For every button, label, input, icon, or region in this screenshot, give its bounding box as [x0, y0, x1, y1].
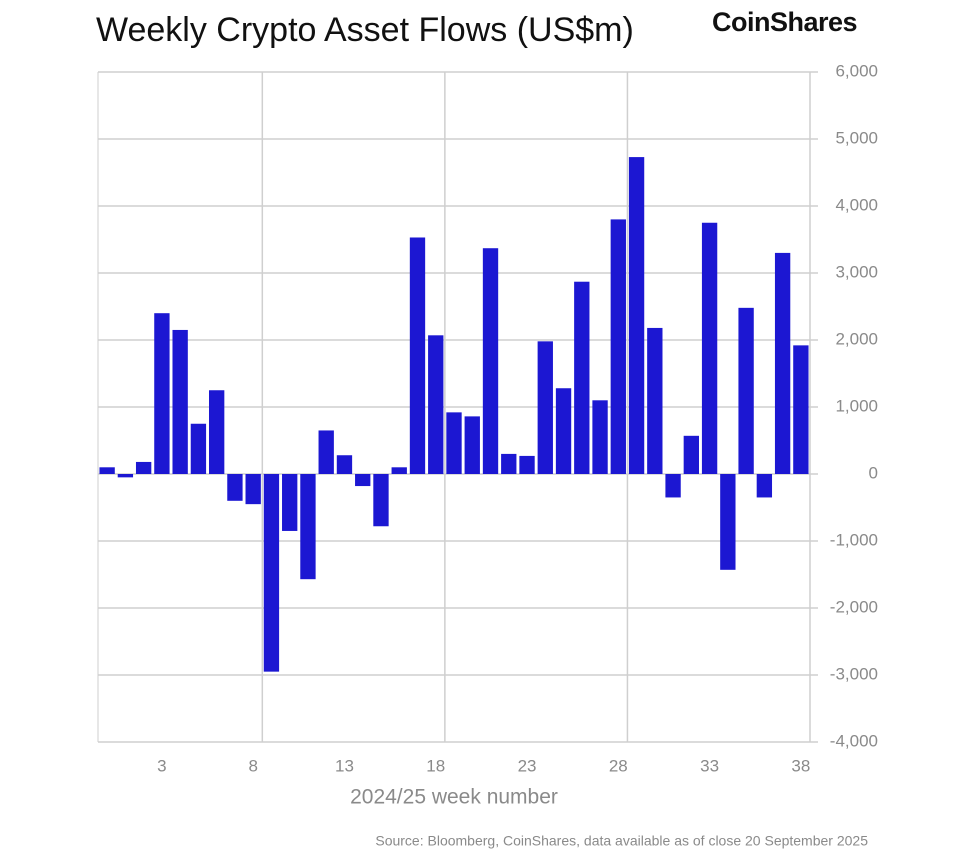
source-note: Source: Bloomberg, CoinShares, data avai… [375, 833, 868, 849]
x-tick-label: 8 [248, 756, 257, 775]
bar [154, 313, 170, 474]
bar [99, 467, 115, 474]
bar [592, 400, 608, 474]
bar [227, 474, 243, 501]
bar [482, 248, 499, 474]
x-tick-label: 23 [518, 756, 537, 775]
x-axis-title: 2024/25 week number [350, 786, 558, 809]
bar [391, 467, 407, 474]
bar [756, 474, 773, 498]
bar [336, 455, 353, 474]
x-tick-label: 33 [700, 756, 719, 775]
bar [282, 474, 298, 531]
bar [793, 345, 809, 474]
bar [409, 237, 426, 474]
bar [208, 390, 225, 474]
bar [446, 412, 462, 474]
brand-logo: CoinShares [712, 7, 857, 37]
x-tick-label: 18 [426, 756, 445, 775]
bar [135, 461, 152, 474]
y-tick-label: -1,000 [830, 530, 878, 549]
bar [647, 327, 663, 474]
y-tick-label: 5,000 [835, 128, 878, 147]
bar [628, 157, 645, 474]
bar [318, 430, 334, 474]
bar [519, 455, 535, 474]
y-tick-label: -2,000 [830, 597, 878, 616]
y-tick-label: 3,000 [835, 262, 878, 281]
bar [373, 474, 389, 527]
chart-title: Weekly Crypto Asset Flows (US$m) [96, 11, 634, 49]
bar [428, 335, 444, 474]
bar [720, 474, 736, 570]
y-tick-label: 1,000 [835, 396, 878, 415]
bar [665, 474, 681, 498]
bar [245, 474, 261, 505]
y-tick-label: 0 [869, 463, 878, 482]
y-tick-label: 6,000 [835, 61, 878, 80]
bar [555, 388, 572, 474]
x-tick-label: 28 [609, 756, 628, 775]
bar [190, 423, 207, 474]
y-tick-label: 4,000 [835, 195, 878, 214]
bar [574, 281, 590, 474]
bar [172, 329, 188, 474]
x-tick-label: 38 [791, 756, 810, 775]
bar [683, 435, 700, 474]
bar [610, 219, 626, 474]
bar [117, 474, 134, 478]
bar [701, 222, 718, 474]
bar [263, 474, 280, 672]
bar [537, 341, 553, 474]
bar [464, 416, 480, 474]
bar [738, 307, 754, 474]
bar [300, 474, 316, 580]
bar [774, 252, 791, 474]
x-tick-label: 13 [335, 756, 354, 775]
bar [501, 453, 517, 474]
y-tick-label: -3,000 [830, 664, 878, 683]
x-tick-label: 3 [157, 756, 166, 775]
bar [355, 474, 371, 487]
y-tick-label: -4,000 [830, 731, 878, 750]
y-tick-label: 2,000 [835, 329, 878, 348]
